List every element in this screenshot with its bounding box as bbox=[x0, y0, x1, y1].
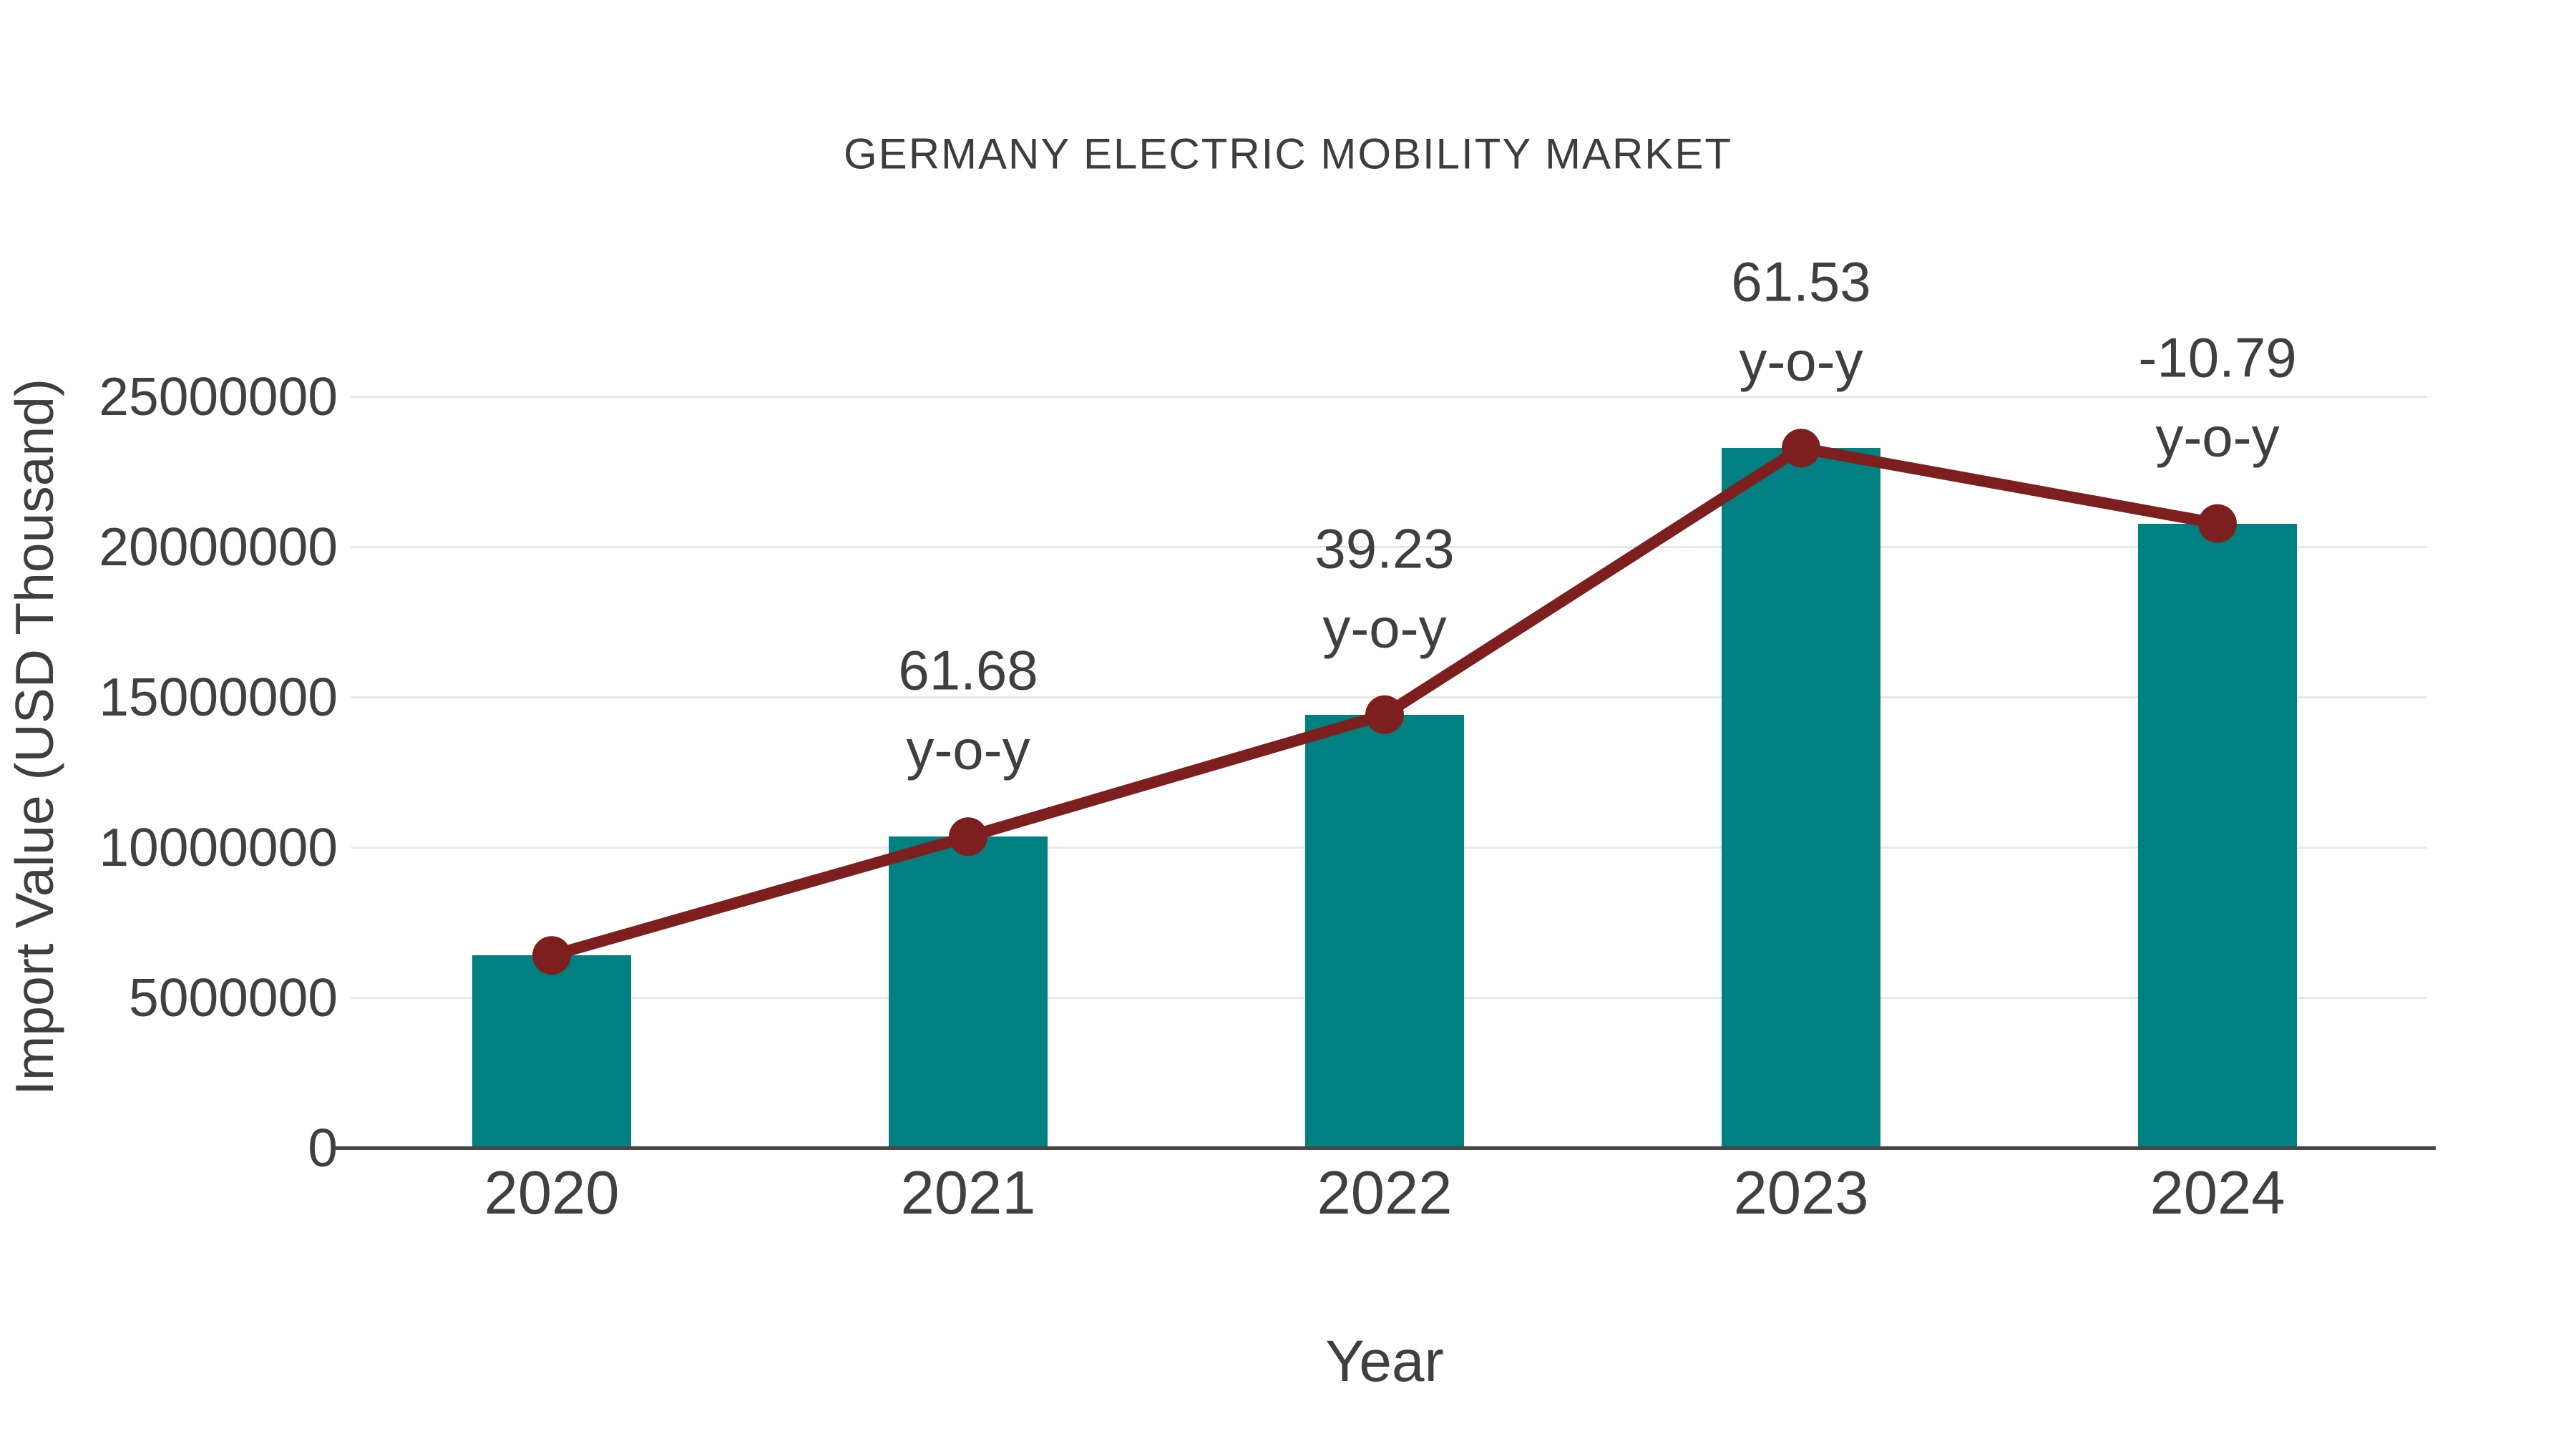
y-tick-label: 0 bbox=[308, 1118, 338, 1178]
yoy-suffix-2024: y-o-y bbox=[2155, 405, 2280, 469]
y-gridline bbox=[351, 396, 2427, 398]
y-tick-label: 25000000 bbox=[99, 366, 338, 426]
y-tick-label: 5000000 bbox=[129, 967, 338, 1028]
x-tick-label-2021: 2021 bbox=[900, 1159, 1036, 1227]
x-axis-title: Year bbox=[1325, 1329, 1444, 1394]
y-gridline bbox=[351, 696, 2427, 698]
yoy-suffix-2022: y-o-y bbox=[1322, 596, 1447, 660]
x-tick-label-2022: 2022 bbox=[1317, 1159, 1453, 1227]
x-axis-line bbox=[335, 1146, 2436, 1150]
x-tick-label-2023: 2023 bbox=[1733, 1159, 1869, 1227]
yoy-value-2021: 61.68 bbox=[898, 638, 1038, 702]
y-tick-label: 15000000 bbox=[99, 667, 338, 727]
y-tick-label: 20000000 bbox=[99, 517, 338, 577]
y-tick-label: 10000000 bbox=[99, 817, 338, 877]
chart-title: GERMANY ELECTRIC MOBILITY MARKET bbox=[844, 130, 1732, 178]
bar-2020 bbox=[472, 955, 631, 1148]
yoy-suffix-2023: y-o-y bbox=[1739, 329, 1863, 393]
x-tick-label-2024: 2024 bbox=[2150, 1159, 2285, 1227]
yoy-value-2024: -10.79 bbox=[2138, 326, 2297, 389]
bar-2022 bbox=[1305, 714, 1464, 1148]
bar-2024 bbox=[2138, 523, 2297, 1148]
y-axis-title: Import Value (USD Thousand) bbox=[4, 379, 64, 1096]
x-tick-label-2020: 2020 bbox=[484, 1159, 620, 1227]
yoy-suffix-2021: y-o-y bbox=[906, 718, 1030, 781]
yoy-value-2022: 39.23 bbox=[1314, 517, 1455, 580]
bar-2023 bbox=[1722, 448, 1880, 1148]
yoy-value-2023: 61.53 bbox=[1731, 250, 1871, 313]
bar-2021 bbox=[889, 836, 1048, 1148]
